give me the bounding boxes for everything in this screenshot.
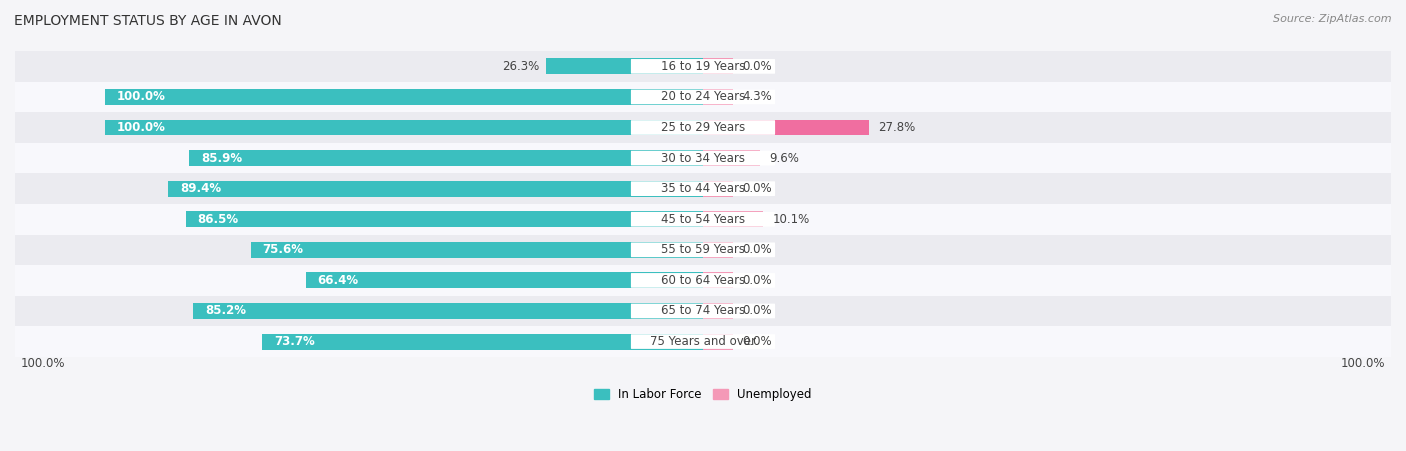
Text: 66.4%: 66.4%: [318, 274, 359, 287]
Bar: [703, 334, 733, 350]
Text: 35 to 44 Years: 35 to 44 Years: [661, 182, 745, 195]
Text: 55 to 59 Years: 55 to 59 Years: [661, 244, 745, 256]
Text: 0.0%: 0.0%: [742, 182, 772, 195]
Text: 25 to 29 Years: 25 to 29 Years: [661, 121, 745, 134]
Bar: [703, 212, 763, 227]
Bar: [104, 120, 703, 135]
Bar: [703, 272, 733, 288]
Text: 100.0%: 100.0%: [1340, 357, 1385, 370]
Bar: [186, 212, 703, 227]
Text: Source: ZipAtlas.com: Source: ZipAtlas.com: [1274, 14, 1392, 23]
Text: 100.0%: 100.0%: [117, 121, 166, 134]
Bar: [15, 235, 1391, 265]
FancyBboxPatch shape: [631, 273, 775, 288]
Bar: [15, 143, 1391, 173]
Bar: [15, 296, 1391, 326]
Bar: [15, 51, 1391, 82]
FancyBboxPatch shape: [631, 212, 775, 226]
Bar: [703, 59, 733, 74]
Bar: [15, 265, 1391, 296]
Text: 60 to 64 Years: 60 to 64 Years: [661, 274, 745, 287]
Bar: [703, 242, 733, 258]
Bar: [305, 272, 703, 288]
Text: 0.0%: 0.0%: [742, 335, 772, 348]
Bar: [169, 181, 703, 197]
Bar: [15, 173, 1391, 204]
Text: 100.0%: 100.0%: [21, 357, 66, 370]
FancyBboxPatch shape: [631, 243, 775, 257]
Text: 89.4%: 89.4%: [180, 182, 221, 195]
Bar: [703, 150, 761, 166]
FancyBboxPatch shape: [631, 151, 775, 166]
Text: 10.1%: 10.1%: [772, 213, 810, 226]
Bar: [15, 112, 1391, 143]
Text: 9.6%: 9.6%: [769, 152, 799, 165]
Text: 65 to 74 Years: 65 to 74 Years: [661, 304, 745, 318]
FancyBboxPatch shape: [631, 334, 775, 349]
Text: 0.0%: 0.0%: [742, 244, 772, 256]
Text: 26.3%: 26.3%: [502, 60, 540, 73]
FancyBboxPatch shape: [631, 181, 775, 196]
Bar: [193, 303, 703, 319]
Text: 86.5%: 86.5%: [197, 213, 239, 226]
Bar: [15, 204, 1391, 235]
Legend: In Labor Force, Unemployed: In Labor Force, Unemployed: [589, 383, 817, 406]
Text: 27.8%: 27.8%: [879, 121, 915, 134]
FancyBboxPatch shape: [631, 304, 775, 318]
Bar: [104, 89, 703, 105]
Text: 85.9%: 85.9%: [201, 152, 242, 165]
Bar: [703, 303, 733, 319]
Text: 0.0%: 0.0%: [742, 60, 772, 73]
Text: 0.0%: 0.0%: [742, 274, 772, 287]
FancyBboxPatch shape: [631, 120, 775, 135]
Bar: [262, 334, 703, 350]
FancyBboxPatch shape: [631, 59, 775, 74]
Bar: [188, 150, 703, 166]
Text: 85.2%: 85.2%: [205, 304, 246, 318]
Bar: [15, 82, 1391, 112]
Bar: [703, 120, 869, 135]
Text: 75 Years and over: 75 Years and over: [650, 335, 756, 348]
Text: EMPLOYMENT STATUS BY AGE IN AVON: EMPLOYMENT STATUS BY AGE IN AVON: [14, 14, 281, 28]
Text: 75.6%: 75.6%: [263, 244, 304, 256]
Text: 73.7%: 73.7%: [274, 335, 315, 348]
Bar: [15, 326, 1391, 357]
Text: 4.3%: 4.3%: [742, 91, 772, 103]
Text: 45 to 54 Years: 45 to 54 Years: [661, 213, 745, 226]
Bar: [546, 59, 703, 74]
Text: 100.0%: 100.0%: [117, 91, 166, 103]
Bar: [703, 89, 733, 105]
FancyBboxPatch shape: [631, 90, 775, 104]
Text: 0.0%: 0.0%: [742, 304, 772, 318]
Bar: [250, 242, 703, 258]
Text: 20 to 24 Years: 20 to 24 Years: [661, 91, 745, 103]
Text: 30 to 34 Years: 30 to 34 Years: [661, 152, 745, 165]
Bar: [703, 181, 733, 197]
Text: 16 to 19 Years: 16 to 19 Years: [661, 60, 745, 73]
